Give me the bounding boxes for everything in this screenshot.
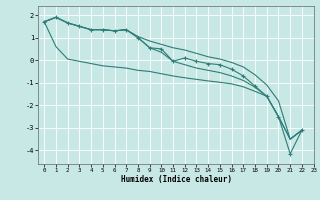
X-axis label: Humidex (Indice chaleur): Humidex (Indice chaleur) (121, 175, 231, 184)
